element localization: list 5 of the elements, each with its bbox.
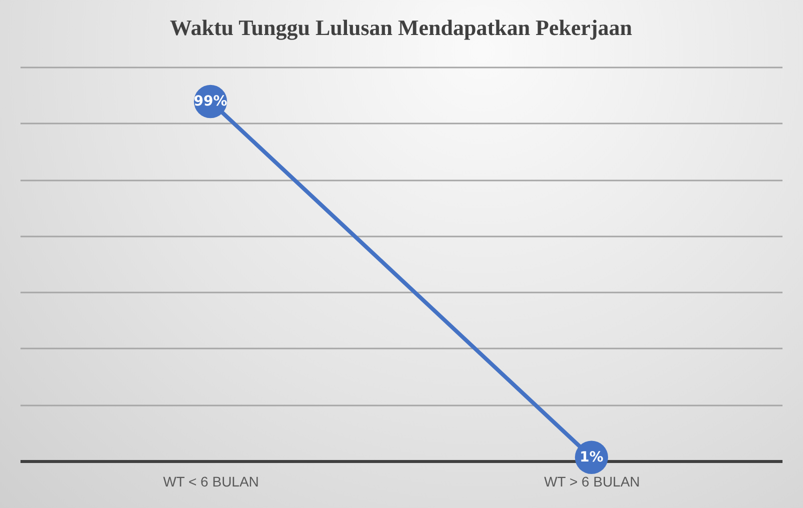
data-label: 1%: [580, 449, 604, 466]
chart-title: Waktu Tunggu Lulusan Mendapatkan Pekerjaan: [170, 15, 632, 40]
x-tick-label: WT > 6 BULAN: [544, 474, 640, 490]
x-tick-label: WT < 6 BULAN: [163, 474, 259, 490]
data-label: 99%: [194, 94, 228, 110]
